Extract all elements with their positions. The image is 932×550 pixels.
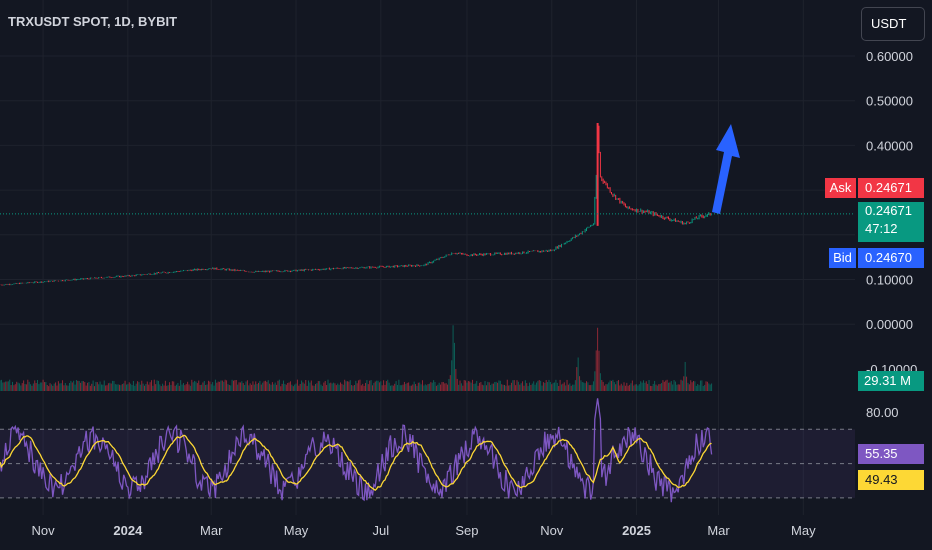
time-axis-label: May — [791, 523, 816, 538]
time-axis-label: Mar — [707, 523, 730, 538]
time-axis-label: Sep — [455, 523, 478, 538]
rsi-line — [0, 398, 713, 503]
time-axis-label: Nov — [540, 523, 564, 538]
time-axis-label: 2024 — [113, 523, 143, 538]
up-arrow — [712, 124, 740, 214]
bid-price: 0.24670 — [858, 248, 924, 268]
time-axis-label: Nov — [32, 523, 56, 538]
rsi-axis-label: 80.00 — [866, 405, 899, 420]
time-axis-label: Mar — [200, 523, 223, 538]
volume-bars — [0, 325, 713, 391]
rsi-value-tag: 55.35 — [858, 444, 924, 464]
price-candles — [0, 123, 713, 286]
rsi-band — [0, 428, 855, 499]
bar-countdown: 47:12 — [865, 221, 898, 236]
chart-title: TRXUSDT SPOT, 1D, BYBIT — [8, 14, 178, 29]
time-axis-label: May — [284, 523, 309, 538]
price-axis-label: 0.40000 — [866, 138, 913, 153]
time-axis: Nov 2024 Mar May Jul Sep Nov 2025 Mar May — [32, 523, 817, 538]
last-price-tag: 0.24671 47:12 — [858, 202, 924, 242]
rsi-ma-value-tag: 49.43 — [858, 470, 924, 490]
price-axis-label: 0.60000 — [866, 49, 913, 64]
time-axis-label: 2025 — [622, 523, 651, 538]
price-axis-label: 0.00000 — [866, 317, 913, 332]
price-axis-label: 0.10000 — [866, 273, 913, 288]
volume-value-tag: 29.31 M — [858, 371, 924, 391]
grid-layer — [0, 0, 855, 515]
bid-label: Bid — [829, 248, 856, 268]
last-price-value: 0.24671 — [865, 203, 912, 218]
currency-button[interactable]: USDT — [861, 7, 925, 41]
up-arrow-shape — [712, 124, 740, 214]
ask-price: 0.24671 — [858, 178, 924, 198]
time-axis-label: Jul — [372, 523, 389, 538]
rsi-ma-line — [0, 434, 712, 492]
ask-label: Ask — [825, 178, 856, 198]
rsi-lines — [0, 398, 713, 503]
price-axis-label: 0.50000 — [866, 94, 913, 109]
